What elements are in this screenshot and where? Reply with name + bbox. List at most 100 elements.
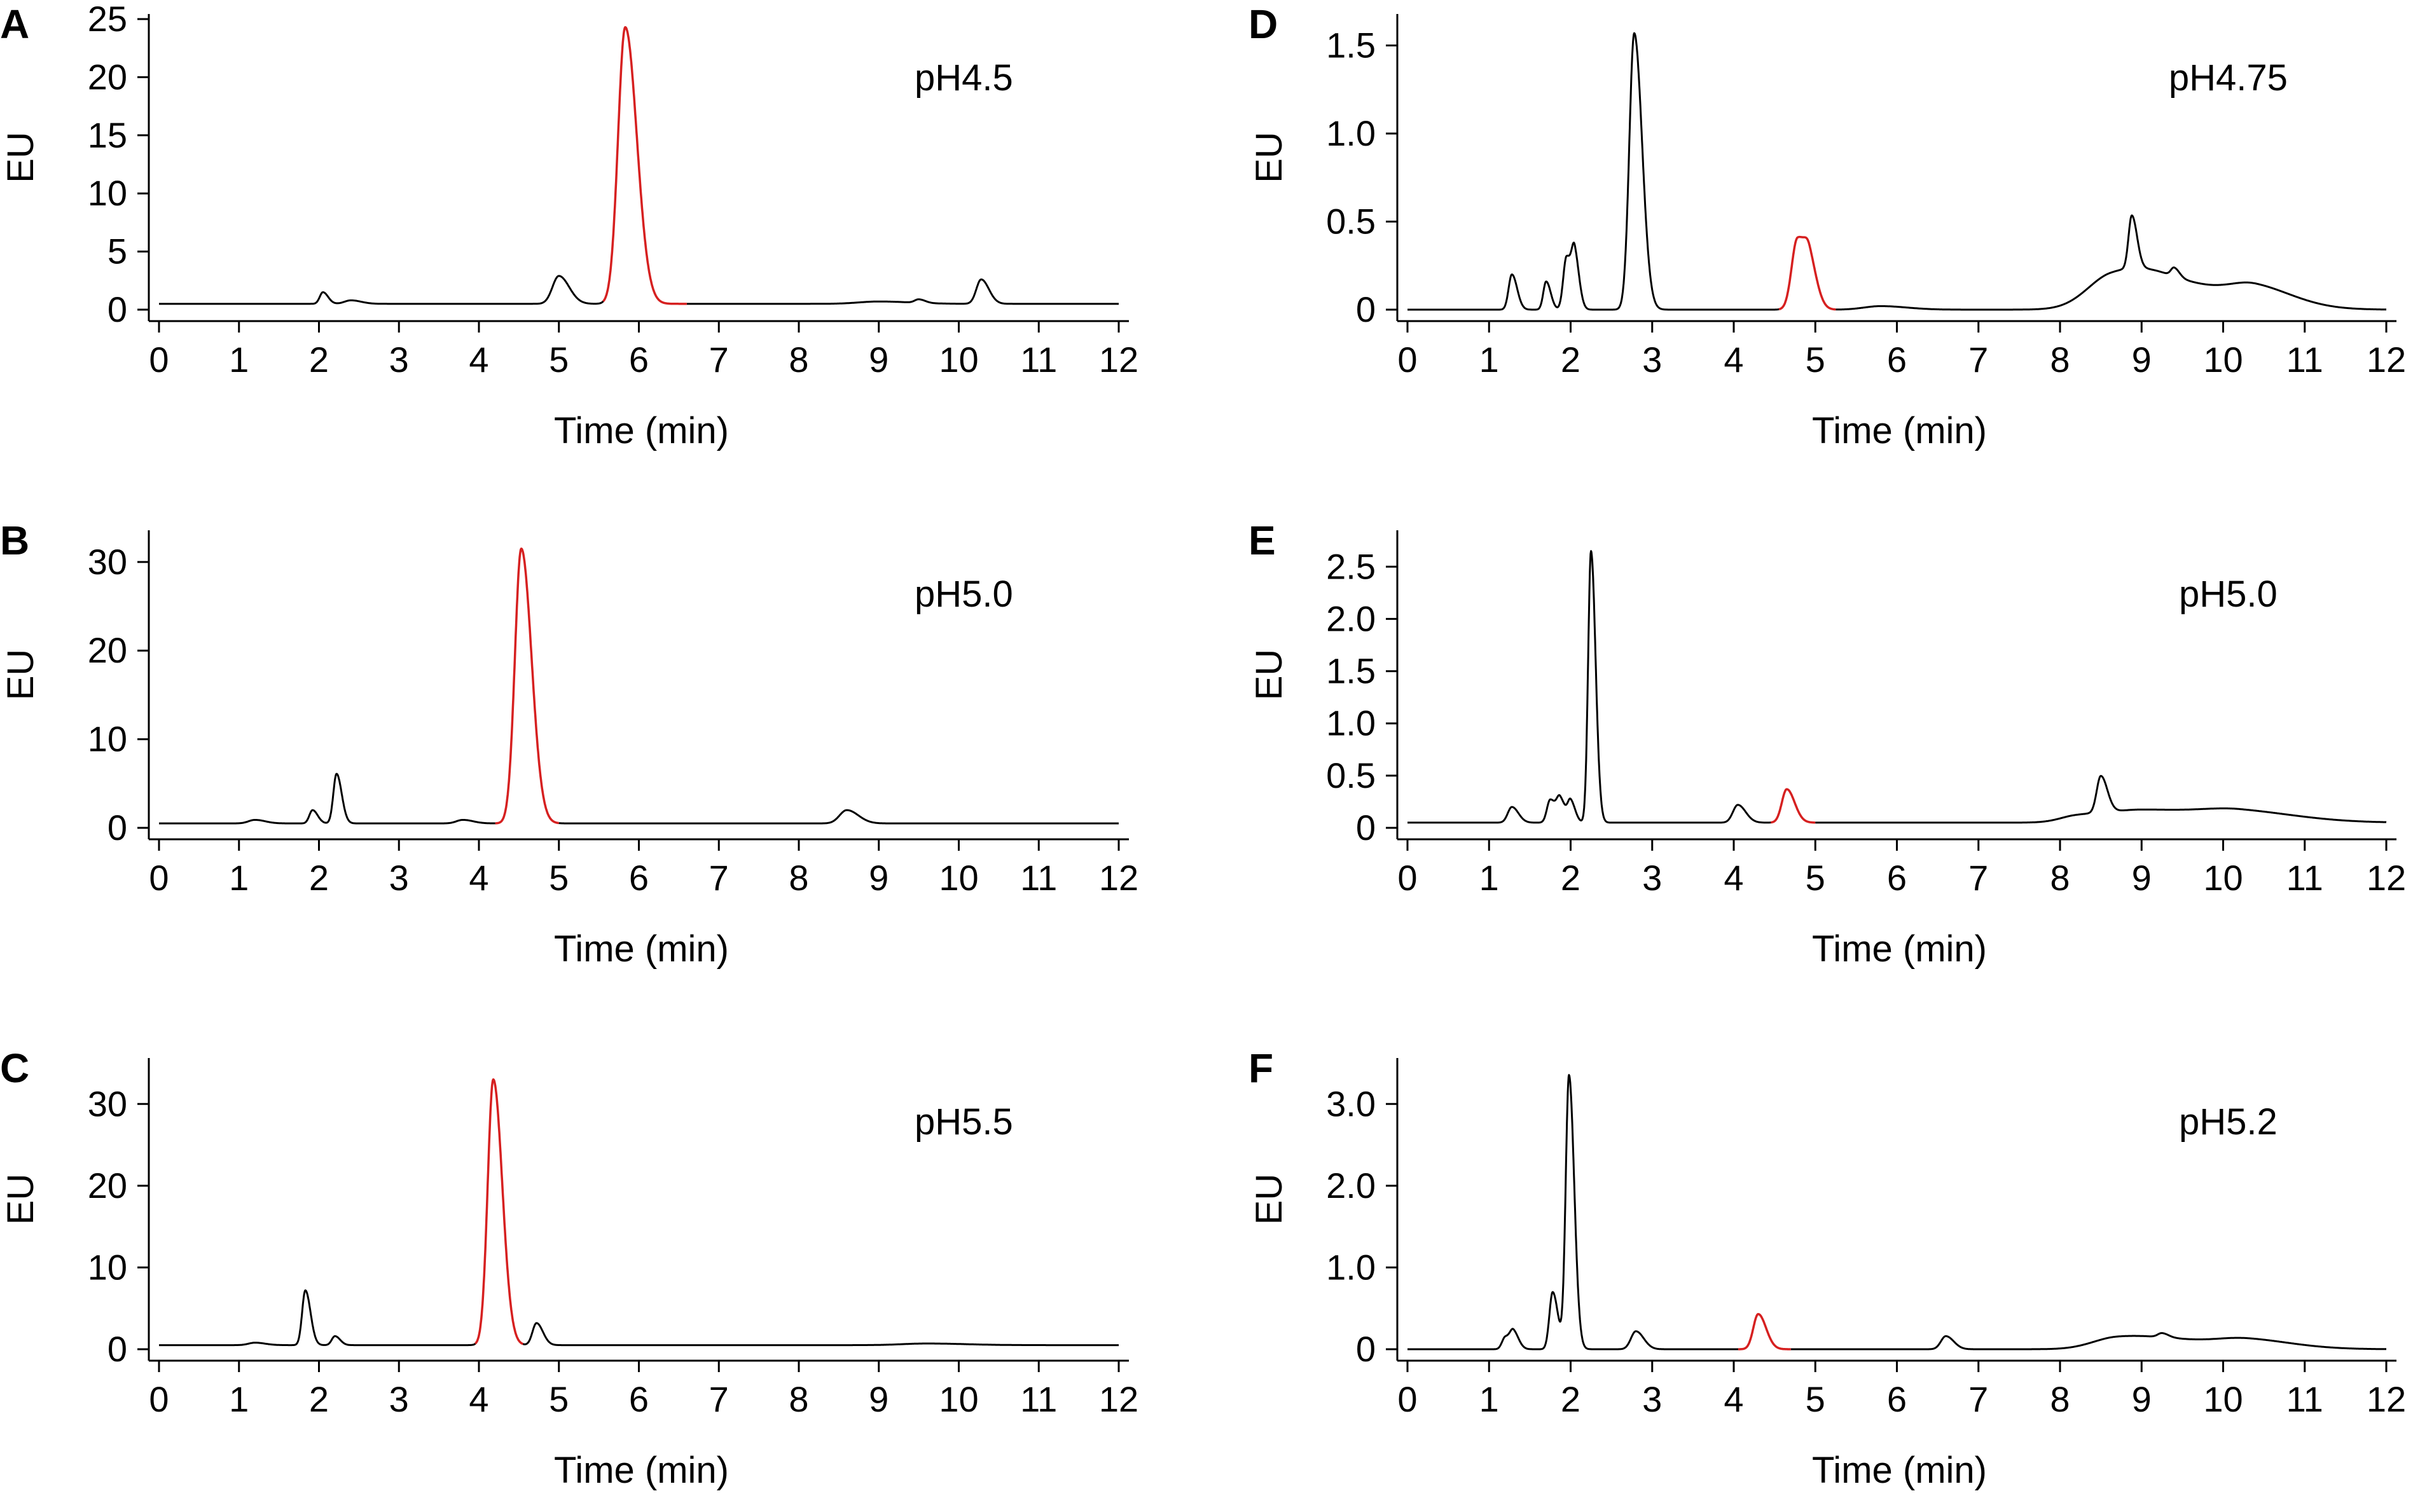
x-tick-label: 7	[709, 858, 729, 898]
y-tick-label: 0.5	[1326, 202, 1376, 242]
highlighted-peak-trace	[1778, 235, 1837, 311]
x-tick-label: 8	[789, 340, 808, 380]
x-tick-label: 1	[229, 340, 249, 380]
x-tick-label: 7	[709, 340, 729, 380]
y-tick-label: 30	[88, 542, 127, 582]
y-tick-label: 10	[88, 719, 127, 759]
chromatogram-trace	[558, 809, 1119, 825]
x-axis-title: Time (min)	[554, 410, 729, 451]
highlighted-peak-trace	[1770, 788, 1816, 824]
x-tick-label: 6	[629, 1379, 649, 1419]
x-tick-label: 6	[629, 340, 649, 380]
x-tick-label: 11	[1020, 858, 1057, 898]
x-tick-label: 2	[1561, 858, 1580, 898]
y-tick-label: 20	[88, 1165, 127, 1206]
x-tick-label: 11	[1020, 340, 1057, 380]
x-tick-label: 12	[2367, 858, 2406, 898]
y-tick-label: 3.0	[1326, 1083, 1376, 1124]
ph-annotation: pH5.5	[915, 1101, 1013, 1143]
x-tick-label: 2	[309, 1379, 329, 1419]
x-tick-label: 6	[1887, 858, 1907, 898]
chromatogram-trace	[158, 773, 496, 825]
x-tick-label: 5	[549, 340, 569, 380]
x-tick-label: 11	[2286, 858, 2323, 898]
panel-letter: F	[1248, 1045, 1273, 1091]
x-axis-title: Time (min)	[554, 928, 729, 970]
x-tick-label: 0	[1397, 1379, 1417, 1419]
x-tick-label: 0	[1397, 858, 1417, 898]
x-tick-label: 8	[789, 858, 808, 898]
x-tick-label: 10	[2203, 1379, 2243, 1419]
y-tick-label: 1.5	[1326, 651, 1376, 691]
y-tick-label: 0	[107, 1329, 127, 1369]
y-tick-label: 1.0	[1326, 703, 1376, 743]
x-tick-label: 10	[939, 340, 978, 380]
chromatogram-trace	[1835, 214, 2387, 311]
chromatogram-trace	[1407, 32, 1780, 311]
chromatogram-trace	[1407, 1074, 1739, 1350]
highlighted-peak-trace	[494, 547, 560, 825]
x-tick-label: 9	[869, 1379, 888, 1419]
highlighted-peak-trace	[474, 1078, 524, 1345]
y-tick-label: 0	[1356, 289, 1376, 329]
x-tick-label: 0	[149, 340, 169, 380]
y-tick-label: 0	[107, 289, 127, 329]
x-tick-label: 1	[229, 858, 249, 898]
chromatogram-trace	[1790, 1332, 2387, 1350]
panel-letter: C	[0, 1045, 29, 1091]
panel-letter: D	[1248, 1, 1278, 47]
x-tick-label: 2	[1561, 1379, 1580, 1419]
y-tick-label: 30	[88, 1083, 127, 1124]
ph-annotation: pH4.75	[2169, 57, 2288, 99]
y-tick-label: 0	[107, 808, 127, 848]
x-tick-label: 3	[1642, 1379, 1662, 1419]
x-tick-label: 9	[2132, 858, 2152, 898]
x-tick-label: 9	[869, 858, 888, 898]
x-tick-label: 10	[2203, 858, 2243, 898]
x-tick-label: 0	[149, 858, 169, 898]
x-tick-label: 9	[869, 340, 888, 380]
x-tick-label: 4	[469, 858, 488, 898]
x-tick-label: 2	[309, 858, 329, 898]
y-tick-label: 15	[88, 115, 127, 155]
x-tick-label: 12	[1099, 1379, 1138, 1419]
chromatogram-trace	[522, 1322, 1119, 1347]
x-tick-label: 7	[1968, 340, 1988, 380]
x-tick-label: 8	[789, 1379, 808, 1419]
x-axis-title: Time (min)	[1812, 1450, 1987, 1491]
x-tick-label: 5	[549, 858, 569, 898]
y-axis-title: EU	[0, 132, 41, 183]
x-tick-label: 6	[1887, 1379, 1907, 1419]
x-tick-label: 4	[469, 1379, 488, 1419]
x-tick-label: 12	[1099, 340, 1138, 380]
x-axis-title: Time (min)	[1812, 410, 1987, 451]
x-tick-label: 3	[1642, 858, 1662, 898]
x-tick-label: 2	[309, 340, 329, 380]
x-tick-label: 3	[389, 340, 409, 380]
panel-letter: A	[0, 1, 29, 47]
x-tick-label: 1	[1479, 1379, 1499, 1419]
x-tick-label: 11	[2286, 340, 2323, 380]
x-tick-label: 7	[1968, 858, 1988, 898]
y-tick-label: 0	[1356, 1329, 1376, 1369]
y-tick-label: 10	[88, 173, 127, 213]
panel-letter: E	[1248, 518, 1276, 563]
x-tick-label: 11	[2286, 1379, 2323, 1419]
x-tick-label: 1	[1479, 858, 1499, 898]
x-tick-label: 0	[149, 1379, 169, 1419]
x-tick-label: 1	[1479, 340, 1499, 380]
x-tick-label: 4	[1724, 858, 1743, 898]
x-tick-label: 6	[629, 858, 649, 898]
y-axis-title: EU	[1248, 132, 1290, 183]
y-axis-title: EU	[0, 1174, 41, 1225]
x-tick-label: 8	[2050, 858, 2070, 898]
x-tick-label: 7	[709, 1379, 729, 1419]
x-tick-label: 5	[1806, 1379, 1825, 1419]
x-tick-label: 9	[2132, 1379, 2152, 1419]
x-tick-label: 0	[1397, 340, 1417, 380]
chromatogram-trace	[1815, 774, 2387, 824]
